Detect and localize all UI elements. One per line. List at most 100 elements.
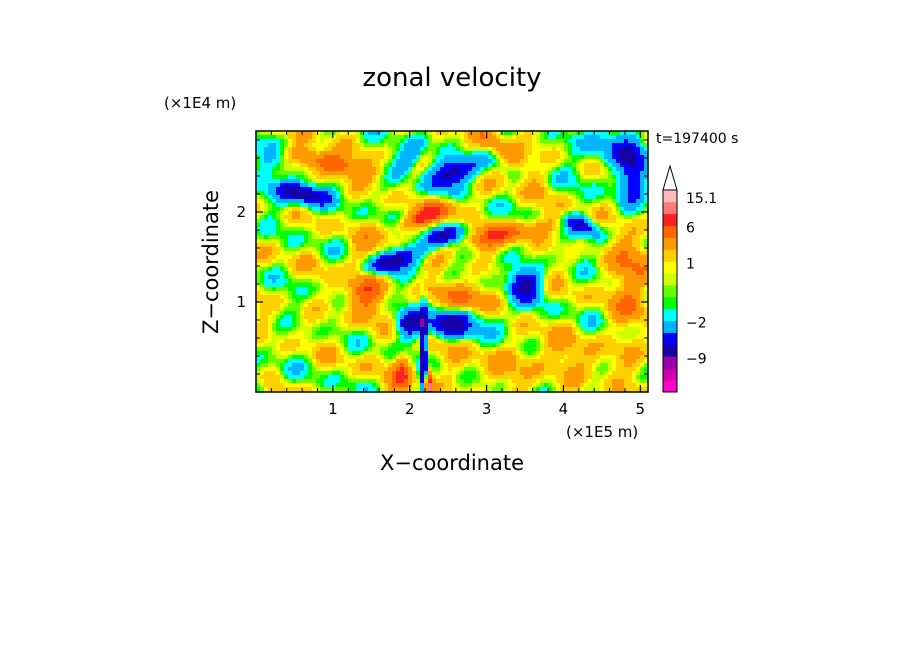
field-cell bbox=[428, 371, 433, 376]
field-cell bbox=[508, 319, 513, 324]
field-cell bbox=[344, 227, 349, 232]
field-cell bbox=[400, 319, 405, 324]
field-cell bbox=[588, 323, 597, 328]
field-cell bbox=[328, 307, 333, 312]
field-cell bbox=[260, 231, 277, 236]
field-cell bbox=[404, 307, 421, 312]
field-cell bbox=[404, 143, 425, 148]
field-cell bbox=[392, 363, 401, 368]
field-cell bbox=[556, 275, 561, 280]
field-cell bbox=[572, 135, 585, 140]
field-cell bbox=[472, 383, 497, 388]
field-cell bbox=[516, 187, 525, 192]
field-cell bbox=[428, 151, 433, 156]
field-cell bbox=[636, 299, 641, 304]
field-cell bbox=[516, 227, 553, 232]
field-cell bbox=[504, 311, 513, 316]
field-cell bbox=[644, 131, 648, 136]
field-cell bbox=[316, 263, 321, 268]
field-cell bbox=[400, 179, 405, 184]
field-cell bbox=[480, 351, 485, 356]
field-cell bbox=[608, 283, 613, 288]
field-cell bbox=[544, 215, 561, 220]
field-cell bbox=[276, 319, 281, 324]
field-cell bbox=[388, 323, 393, 328]
field-cell bbox=[608, 267, 633, 272]
field-cell bbox=[500, 187, 505, 192]
field-cell bbox=[424, 343, 429, 348]
field-cell bbox=[388, 275, 393, 280]
field-cell bbox=[392, 291, 397, 296]
field-cell bbox=[392, 171, 405, 176]
field-cell bbox=[328, 295, 337, 300]
field-cell bbox=[428, 235, 437, 240]
field-cell bbox=[408, 351, 421, 356]
field-cell bbox=[384, 295, 389, 300]
field-cell bbox=[540, 295, 545, 300]
field-cell bbox=[540, 279, 545, 284]
colorbar: 15.161−2−9 bbox=[662, 164, 717, 393]
field-cell bbox=[600, 363, 609, 368]
field-cell bbox=[436, 375, 441, 380]
field-cell bbox=[264, 371, 277, 376]
field-cell bbox=[424, 295, 429, 300]
field-cell bbox=[564, 259, 569, 264]
field-cell bbox=[396, 219, 401, 224]
field-cell bbox=[576, 267, 585, 272]
field-cell bbox=[416, 375, 421, 380]
field-cell bbox=[268, 335, 273, 340]
field-cell bbox=[396, 283, 401, 288]
field-cell bbox=[644, 155, 648, 160]
field-cell bbox=[540, 159, 557, 164]
field-cell bbox=[612, 171, 621, 176]
field-cell bbox=[632, 295, 641, 300]
field-cell bbox=[312, 355, 317, 360]
field-cell bbox=[400, 183, 413, 188]
field-cell bbox=[620, 163, 629, 168]
field-cell bbox=[572, 147, 581, 152]
field-cell bbox=[284, 299, 289, 304]
field-cell bbox=[420, 303, 429, 308]
field-cell bbox=[468, 319, 477, 324]
field-cell bbox=[576, 143, 613, 148]
field-cell bbox=[620, 355, 641, 360]
field-cell bbox=[308, 319, 317, 324]
field-cell bbox=[616, 359, 625, 364]
field-cell bbox=[408, 171, 413, 176]
field-cell bbox=[468, 347, 477, 352]
field-cell bbox=[384, 279, 389, 284]
field-cell bbox=[592, 203, 601, 208]
field-cell bbox=[328, 303, 333, 308]
field-cell bbox=[288, 335, 305, 340]
field-cell bbox=[444, 279, 453, 284]
field-cell bbox=[464, 219, 517, 224]
field-cell bbox=[332, 235, 345, 240]
field-cell bbox=[532, 211, 541, 216]
field-cell bbox=[284, 259, 289, 264]
field-cell bbox=[484, 199, 489, 204]
field-cell bbox=[464, 183, 469, 188]
field-cell bbox=[264, 155, 277, 160]
field-cell bbox=[524, 171, 529, 176]
field-cell bbox=[452, 175, 465, 180]
field-cell bbox=[484, 315, 517, 320]
field-cell bbox=[268, 191, 277, 196]
field-cell bbox=[532, 315, 537, 320]
field-cell bbox=[268, 207, 273, 212]
field-cell bbox=[484, 335, 497, 340]
field-cell bbox=[348, 323, 377, 328]
field-cell bbox=[444, 219, 449, 224]
field-cell bbox=[428, 343, 473, 348]
field-cell bbox=[280, 267, 285, 272]
field-cell bbox=[256, 347, 273, 352]
field-cell bbox=[580, 311, 585, 316]
field-cell bbox=[640, 299, 645, 304]
field-cell bbox=[312, 327, 321, 332]
field-cell bbox=[336, 347, 341, 352]
field-cell bbox=[320, 139, 325, 144]
field-cell bbox=[280, 227, 305, 232]
field-cell bbox=[328, 191, 337, 196]
field-cell bbox=[624, 207, 637, 212]
field-cell bbox=[404, 235, 413, 240]
field-cell bbox=[540, 335, 545, 340]
